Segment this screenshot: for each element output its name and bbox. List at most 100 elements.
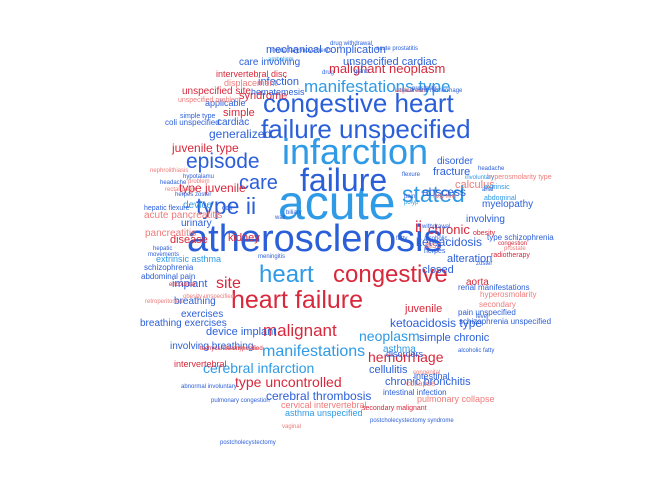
word-pain: pain [404, 194, 416, 200]
word-ii: ii [415, 219, 423, 236]
word-type-uncontrolled: type uncontrolled [235, 374, 342, 390]
word-ketoacidosis: ketoacidosis [416, 235, 483, 249]
word-involuntary: involuntary [465, 175, 495, 181]
word-vaginal: vaginal [282, 424, 302, 430]
word-type-juvenile: type juvenile [179, 181, 246, 195]
word-displacement: displacement [224, 78, 278, 88]
word-simple: simple [223, 107, 255, 119]
word-pancreatitis: pancreatitis [145, 228, 197, 239]
word-fatty-liver: fatty liver [433, 194, 458, 200]
word-alcoholic: alcoholic [424, 236, 448, 242]
word-schizophrenia: schizophrenia [144, 263, 194, 272]
word-extrinsic-asthma: extrinsic asthma [156, 254, 222, 264]
word-zoster: zoster [476, 261, 493, 267]
word-vaginal-wall: vaginal wall [395, 88, 427, 94]
word-extrinsic: extrinsic [484, 184, 510, 191]
word-intestinal: intestinal [414, 371, 450, 381]
word-alcoholic-fatty: alcoholic fatty [458, 348, 495, 354]
word-disc: disc [425, 240, 442, 250]
word-closed: closed [422, 264, 454, 276]
word-prostatitis: prostatitis [412, 86, 438, 92]
word-alteration: alteration [447, 253, 493, 265]
word-hematemesis: hematemesis [251, 87, 305, 97]
word-hyperosmolarity-type: hyperosmolarity type [487, 174, 552, 181]
word-postcholecystectomy: postcholecystectomy [220, 440, 276, 446]
word-cerebral-thrombosis: cerebral thrombosis [266, 389, 372, 403]
word-rectal-polyp: rectal polyp [165, 187, 196, 193]
word-drug-withdrawal: drug withdrawal [330, 41, 373, 47]
word-infection: infection [258, 76, 299, 88]
word-collapse: collapse [406, 379, 436, 388]
word-tachycardia-unspecified: tachycardia unspecified [200, 346, 263, 352]
word-care-involving: care involving [239, 57, 301, 68]
word-infarction: infarction [282, 131, 429, 172]
word-cervical-intervertebral: cervical intervertebral [281, 400, 367, 410]
word-abscess: abscess [422, 185, 467, 199]
word-breathing: breathing [174, 296, 216, 307]
word-acute-pancreatitis: acute pancreatitis [144, 210, 223, 221]
word-involving: involving [466, 214, 505, 225]
word-intracerebral-hemorrhage: intracerebral hemorrhage [395, 88, 463, 94]
word-simple-chronic: simple chronic [419, 332, 490, 344]
word-malignant-neoplasm: malignant neoplasm [329, 61, 446, 76]
word-prostate: prostate [504, 246, 526, 252]
word-myelopathy: myelopathy [482, 199, 534, 210]
word-wall: wall [275, 215, 286, 221]
word-acute: acute [278, 177, 396, 230]
word-implant: implant [172, 278, 208, 290]
word-cardiac: cardiac [217, 117, 250, 128]
word-stated: stated [402, 181, 465, 207]
word-hepatic-flexure: hepatic flexure [144, 205, 190, 212]
word-neoplasm: neoplasm [359, 328, 420, 344]
word-disorder: disorder [437, 156, 474, 167]
word-herpes-zoster: herpes zoster [175, 192, 212, 198]
word-care: care [239, 172, 278, 194]
word-juvenile-type: juvenile type [172, 141, 239, 155]
word-simple-type: simple type [180, 113, 216, 120]
word-meningitis: meningitis [258, 254, 286, 260]
word-fatty: fatty [396, 236, 408, 242]
word-kidney: kidney [228, 232, 260, 244]
word-ambolism: ambolism [268, 57, 294, 63]
word-failure-unspecified: failure unspecified [261, 114, 471, 144]
word-movements: movements [148, 252, 180, 258]
word-pulmonary-collapse: pulmonary collapse [417, 394, 495, 404]
word-involuntary-movements: involuntary movements [270, 48, 332, 54]
word-hypotalamu: hypotalamu [183, 174, 215, 180]
word-intervertebral: intervertebral [174, 359, 227, 369]
word-level: level [476, 314, 489, 320]
word-episode: episode [186, 150, 260, 173]
word-tachycardia: tachycardia [228, 346, 259, 352]
word-congestive: congestive [333, 261, 448, 288]
word-unspecified-site: unspecified site [182, 86, 251, 97]
word-mechanical-complication: mechanical complication [266, 44, 386, 56]
word-device: device [183, 200, 212, 211]
word-retroperitoneal: retroperitoneal [145, 299, 184, 305]
word-flexure: flexure [402, 172, 421, 178]
word-renal-manifestations: renal manifestations [458, 283, 530, 292]
word-type-schizophrenia: type schizophrenia [487, 233, 554, 242]
word-breathing-exercises: breathing exercises [140, 318, 227, 329]
word-obesity-unspecified: obesity unspecified [183, 294, 235, 300]
word-problem: problem [188, 179, 210, 185]
word-gland: gland [354, 69, 369, 75]
word-cellulitis: cellulitis [369, 364, 408, 376]
word-unspecified-problem: unspecified problem [178, 97, 241, 104]
word-hyperosmolarity: hyperosmolarity [480, 290, 537, 299]
word-coli-unspecified: coli unspecified [165, 118, 220, 127]
word-juvenile: juvenile [405, 303, 443, 315]
word-device-implant: device implant [206, 326, 277, 338]
word-schizophrenia-unspecified: schizophrenia unspecified [459, 317, 552, 326]
word-secondary-malignant: secondary malignant [362, 405, 427, 412]
word-applicable: applicable [205, 98, 246, 108]
word-pain-unspecified: pain unspecified [458, 308, 516, 317]
word-postcholecystectomy-syndrome: postcholecystectomy syndrome [370, 418, 454, 424]
word-headache: headache [478, 166, 505, 172]
word-heart-failure: heart failure [231, 286, 364, 314]
word-nephrolithiasis: nephrolithiasis [150, 168, 189, 174]
word-coli: coli [222, 205, 233, 212]
word-withdrawal: withdrawal [422, 224, 451, 230]
word-acute-prostatitis: acute prostatitis [376, 46, 419, 52]
word-site: site [216, 275, 241, 292]
